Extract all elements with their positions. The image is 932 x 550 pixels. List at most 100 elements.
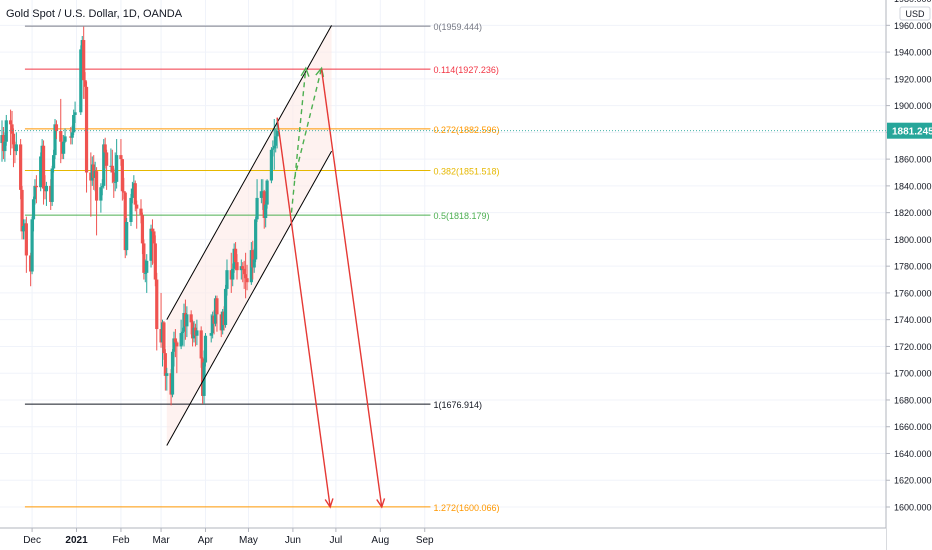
price-tick-label: 1980.000 xyxy=(894,0,932,4)
price-tick-label: 1860.000 xyxy=(894,155,932,165)
drop-arrow xyxy=(276,117,331,508)
candle-body xyxy=(63,136,67,142)
candlestick-series[interactable] xyxy=(0,26,279,406)
candle-body xyxy=(110,165,114,173)
price-tick-label: 1820.000 xyxy=(894,208,932,218)
candle-body xyxy=(53,124,57,156)
time-tick-label: Jul xyxy=(329,535,342,546)
price-tick-label: 1660.000 xyxy=(894,422,932,432)
price-tick-label: 1720.000 xyxy=(894,342,932,352)
candle-body xyxy=(21,226,26,232)
candle-body xyxy=(142,243,146,273)
candle-body xyxy=(34,185,38,188)
fib-level-label: 0(1959.444) xyxy=(433,22,482,32)
candle-body xyxy=(254,219,258,260)
candle-body xyxy=(251,250,255,268)
candle-body xyxy=(83,80,87,87)
fib-level-label: 0.5(1818.179) xyxy=(433,211,489,221)
candle-body xyxy=(215,298,219,315)
candle-body xyxy=(199,330,203,359)
time-tick-label: Jun xyxy=(285,535,301,546)
candle-body xyxy=(50,168,54,202)
candle-body xyxy=(269,149,274,181)
candle-body xyxy=(10,124,14,134)
grid-lines xyxy=(0,0,886,528)
candle-body xyxy=(139,208,143,216)
price-tick-label: 1920.000 xyxy=(894,74,932,84)
candle-body xyxy=(241,266,245,269)
time-tick-label: Feb xyxy=(112,535,130,546)
fibonacci-labels: 0(1959.444) 0.114(1927.236) 0.272(1882.596… xyxy=(433,22,499,513)
candle-body xyxy=(51,155,56,169)
candle-body xyxy=(231,268,235,280)
candle-body xyxy=(255,197,259,220)
chart-title: Gold Spot / U.S. Dollar, 1D, OANDA xyxy=(6,8,183,20)
candle-body xyxy=(185,314,189,327)
candle-body xyxy=(223,288,228,326)
time-axis-bg xyxy=(0,528,886,550)
price-tick-label: 1960.000 xyxy=(894,21,932,31)
candle-body xyxy=(272,145,276,149)
candle-body xyxy=(120,159,124,192)
candle-body xyxy=(180,331,185,334)
price-tick-label: 1740.000 xyxy=(894,315,932,325)
candle-body xyxy=(275,131,279,137)
projection-arrow xyxy=(290,68,307,213)
price-tick-label: 1640.000 xyxy=(894,449,932,459)
candle-body xyxy=(135,204,139,209)
candle-body xyxy=(103,144,107,153)
channel-upper-line xyxy=(166,25,333,320)
candle-body xyxy=(259,191,263,198)
trend-drawings[interactable] xyxy=(166,25,386,509)
price-tick-label: 1620.000 xyxy=(894,476,932,486)
drop-arrow-head xyxy=(376,498,386,509)
candle-body xyxy=(140,215,145,244)
candle-body xyxy=(8,120,13,125)
candle-body xyxy=(165,373,169,376)
candle-body xyxy=(252,259,256,268)
candle-body xyxy=(235,262,239,271)
candle-body xyxy=(149,228,153,261)
candle-body xyxy=(143,272,147,274)
time-tick-label: May xyxy=(239,535,258,546)
candle-body xyxy=(41,145,46,189)
candle-body xyxy=(145,260,149,273)
candle-body xyxy=(119,155,123,160)
candle-body xyxy=(130,188,135,198)
candle-body xyxy=(70,132,74,138)
candle-body xyxy=(54,124,59,132)
price-tick-label: 1940.000 xyxy=(894,48,932,58)
candle-body xyxy=(31,199,36,220)
candle-body xyxy=(189,314,193,323)
candle-body xyxy=(100,185,104,188)
candle-body xyxy=(211,315,215,334)
candle-body xyxy=(11,133,16,145)
currency-badge xyxy=(899,6,931,21)
candle-body xyxy=(175,342,179,347)
current-price-badge xyxy=(887,122,932,139)
currency-label: USD xyxy=(905,9,925,19)
candle-body xyxy=(39,156,43,188)
fib-level-label: 0.272(1882.596) xyxy=(433,125,499,135)
current-price-label: 1881.245 xyxy=(892,127,932,138)
price-tick-label: 1700.000 xyxy=(894,369,932,379)
candle-body xyxy=(24,223,28,256)
channel-lower-line xyxy=(166,150,333,446)
candle-body xyxy=(82,40,86,81)
fib-level-label: 1(1676.914) xyxy=(433,400,482,410)
candle-body xyxy=(170,351,175,395)
time-tick-label: Aug xyxy=(371,535,389,546)
candle-body xyxy=(79,49,83,113)
drop-arrow-head xyxy=(324,498,334,509)
candle-body xyxy=(162,322,166,354)
time-axis[interactable]: Dec 2021 Feb Mar Apr May Jun Jul Aug Sep xyxy=(0,527,886,550)
candle-body xyxy=(155,279,159,330)
candle-body xyxy=(3,141,7,152)
candle-body xyxy=(179,333,183,347)
projection-arrow-head xyxy=(300,66,310,77)
candle-body xyxy=(105,152,109,166)
candle-body xyxy=(173,338,177,343)
price-tick-label: 1800.000 xyxy=(894,235,932,245)
